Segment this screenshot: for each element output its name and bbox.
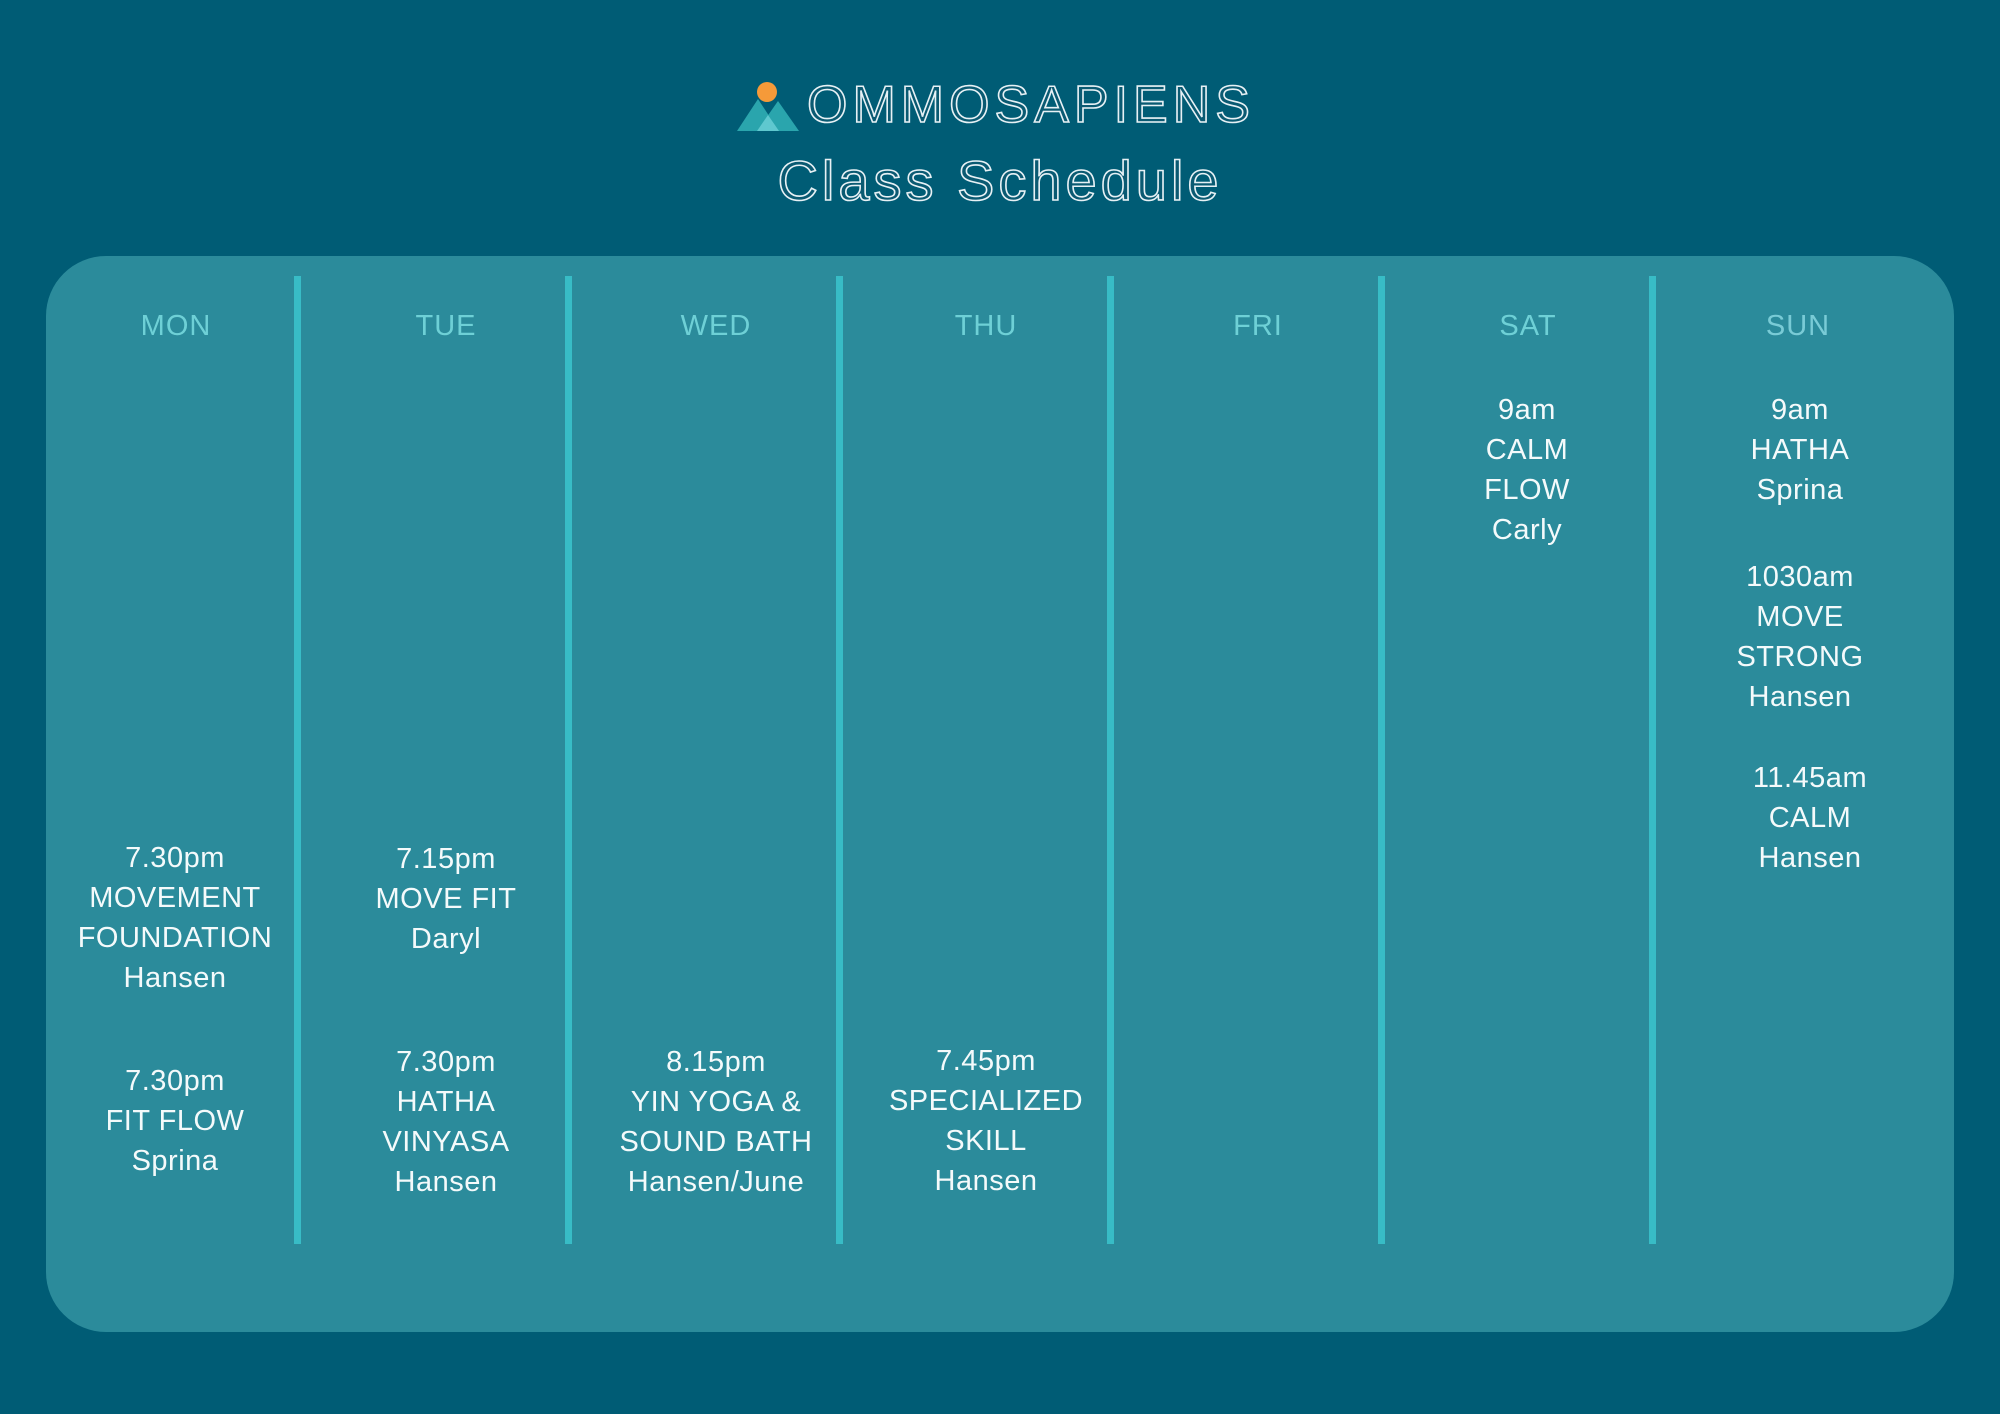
- class-instructor: Hansen: [394, 1166, 498, 1198]
- class-time: 7.45pm: [936, 1045, 1036, 1077]
- class-name: YIN YOGA &: [630, 1086, 802, 1118]
- class-instructor: Carly: [1491, 514, 1563, 546]
- class-time: 7.15pm: [396, 843, 496, 875]
- class-name: FLOW: [1484, 474, 1570, 506]
- class-name: VINYASA: [382, 1126, 510, 1158]
- page-title: Class Schedule: [777, 149, 1223, 212]
- day-header-fri: FRI: [1233, 310, 1283, 342]
- class-entry: 1030am MOVE STRONG Hansen: [1665, 557, 1935, 717]
- class-name: SKILL: [945, 1125, 1027, 1157]
- column-divider: [1378, 276, 1385, 1244]
- day-header-sun: SUN: [1765, 310, 1831, 342]
- class-name: MOVE FIT: [375, 883, 517, 915]
- class-instructor: Sprina: [131, 1145, 219, 1177]
- day-header-wed: WED: [680, 310, 752, 342]
- class-time: 1030am: [1746, 561, 1854, 593]
- class-instructor: Hansen: [934, 1165, 1038, 1197]
- class-name: FOUNDATION: [77, 922, 273, 954]
- class-time: 9am: [1771, 394, 1829, 426]
- brand: OMMOSAPIENS: [735, 70, 1255, 140]
- column-divider: [836, 276, 843, 1244]
- class-time: 7.30pm: [125, 842, 225, 874]
- schedule-panel: MON TUE WED THU FRI SAT SUN 7.30pm MOVEM…: [46, 256, 1954, 1332]
- day-header-mon: MON: [140, 310, 212, 342]
- day-header-sat: SAT: [1499, 310, 1557, 342]
- class-entry: 9am HATHA Sprina: [1665, 390, 1935, 510]
- class-time: 7.30pm: [125, 1065, 225, 1097]
- class-name: MOVE: [1756, 601, 1844, 633]
- class-entry: 7.30pm MOVEMENT FOUNDATION Hansen: [40, 838, 310, 998]
- class-name: SOUND BATH: [619, 1126, 813, 1158]
- header: OMMOSAPIENS Class Schedule: [0, 0, 2000, 230]
- class-time: 7.30pm: [396, 1046, 496, 1078]
- class-instructor: Hansen: [123, 962, 227, 994]
- brand-name: OMMOSAPIENS: [806, 76, 1255, 134]
- class-name: MOVEMENT: [89, 882, 261, 914]
- day-header-thu: THU: [954, 310, 1018, 342]
- class-instructor: Hansen: [1758, 842, 1862, 874]
- class-name: FIT FLOW: [105, 1105, 245, 1137]
- class-name: STRONG: [1736, 641, 1864, 673]
- class-instructor: Hansen/June: [627, 1166, 805, 1198]
- class-name: HATHA: [1750, 434, 1850, 466]
- class-entry: 9am CALM FLOW Carly: [1392, 390, 1662, 550]
- class-instructor: Sprina: [1756, 474, 1844, 506]
- class-entry: 7.45pm SPECIALIZED SKILL Hansen: [851, 1041, 1121, 1201]
- class-entry: 7.15pm MOVE FIT Daryl: [311, 839, 581, 959]
- class-name: CALM: [1485, 434, 1569, 466]
- mountain-sun-logo-icon: [737, 82, 799, 131]
- class-entry: 8.15pm YIN YOGA & SOUND BATH Hansen/June: [581, 1042, 851, 1202]
- class-instructor: Daryl: [410, 923, 482, 955]
- column-divider: [294, 276, 301, 1244]
- class-time: 8.15pm: [666, 1046, 766, 1078]
- class-name: SPECIALIZED: [888, 1085, 1084, 1117]
- class-time: 9am: [1498, 394, 1556, 426]
- class-entry: 7.30pm HATHA VINYASA Hansen: [311, 1042, 581, 1202]
- class-entry: 7.30pm FIT FLOW Sprina: [40, 1061, 310, 1181]
- column-divider: [1649, 276, 1656, 1244]
- column-divider: [565, 276, 572, 1244]
- day-header-tue: TUE: [415, 310, 477, 342]
- class-name: HATHA: [396, 1086, 496, 1118]
- class-time: 11.45am: [1752, 762, 1868, 794]
- column-divider: [1107, 276, 1114, 1244]
- class-instructor: Hansen: [1748, 681, 1852, 713]
- class-name: CALM: [1768, 802, 1852, 834]
- class-entry: 11.45am CALM Hansen: [1675, 758, 1945, 878]
